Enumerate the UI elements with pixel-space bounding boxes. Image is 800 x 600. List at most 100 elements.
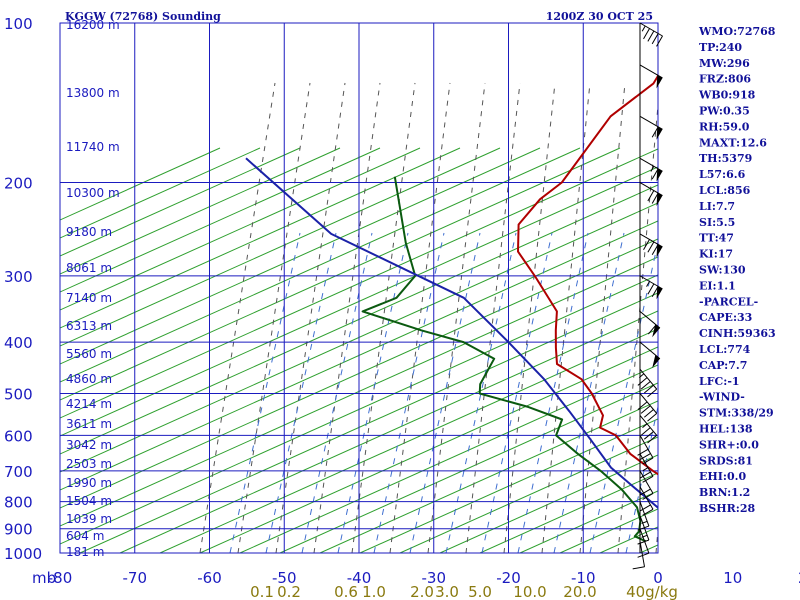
wind-barb [639,233,663,258]
sounding-index: CAPE:33 [699,311,752,324]
dry-adiabat-line [60,147,421,311]
dry-adiabat-line [60,238,658,509]
dry-adiabat-line [439,454,658,553]
sounding-index: BSHR:28 [699,502,755,515]
moist-adiabat-line [199,82,276,553]
height-label: 1504 m [66,494,112,508]
sounding-index: RH:59.0 [699,120,750,133]
mixing-ratio-line [481,232,553,553]
moist-adiabat-line [617,99,658,553]
sounding-index: HEL:138 [699,423,753,436]
dry-adiabat-line [60,147,541,365]
sounding-index: SW:130 [699,264,746,277]
dry-adiabat-line [119,310,658,553]
temperature-tick-label: -30 [422,569,447,587]
dry-adiabat-line [279,382,658,553]
moist-adiabat-line [275,82,346,553]
dry-adiabat-line [60,184,658,455]
pressure-tick-label: 1000 [4,545,42,563]
dry-adiabat-line [60,256,658,527]
height-label: 11740 m [66,140,120,154]
mixing-ratio-line [265,232,337,553]
mixing-ratio-label: 0.1 [250,583,274,600]
height-label: 7140 m [66,291,112,305]
height-label: 2503 m [66,457,112,471]
sounding-index: SHR+:0.0 [699,438,759,451]
temperature-tick-label: -20 [496,569,521,587]
temperature-profile-line [517,73,658,476]
height-label: 604 m [66,529,104,543]
pressure-tick-label: 200 [4,175,33,193]
sounding-index: -PARCEL- [699,295,758,308]
dry-adiabat-line [60,147,301,257]
sounding-profiles [245,73,658,543]
dry-adiabat-line [60,274,658,545]
sounding-index: WMO:72768 [698,25,776,38]
sounding-index: EI:1.1 [699,279,736,292]
sounding-index: -WIND- [699,391,745,404]
sounding-index: TT:47 [699,232,734,245]
wind-barb [639,182,663,206]
moist-adiabat-line [541,82,591,553]
mixing-ratio-line [229,232,301,553]
wind-barb [639,275,663,300]
mixing-ratio-label: 0.2 [277,583,301,600]
wind-barb [639,64,663,89]
pressure-tick-label: 100 [4,15,33,33]
station-title: KGGW (72768) Sounding [65,10,221,23]
dry-adiabat-line [60,147,341,275]
dry-adiabat-line [359,418,658,553]
temperature-tick-label: 0 [653,569,663,587]
wind-barb [637,528,650,558]
pressure-tick-label: 500 [4,385,33,403]
height-label: 6313 m [66,319,112,333]
dry-adiabat-line [559,508,658,553]
temperature-tick-label: -10 [571,569,596,587]
sounding-index: SRDS:81 [699,454,753,467]
dry-adiabat-line [319,400,658,553]
height-label: 1990 m [66,476,112,490]
wind-barb [639,415,658,444]
pressure-tick-label: 300 [4,268,33,286]
sounding-index: TH:5379 [699,152,752,165]
moist-adiabat-line [313,82,381,553]
mixing-ratio-line [553,232,625,553]
mixing-ratio-label: 20.0 [563,583,596,600]
height-label: 1039 m [66,512,112,526]
wind-barb [637,515,650,545]
dry-adiabat-line [60,220,658,491]
dry-adiabat-line [60,147,581,383]
mixing-ratio-line [517,232,589,553]
height-label: 16200 m [66,18,120,32]
dry-adiabat-line [60,147,221,221]
dewpoint-profile-line [361,176,647,543]
mixing-ratio-label: 10.0 [513,583,546,600]
moist-adiabat-line [503,82,556,553]
sounding-time: 1200Z 30 OCT 25 [546,10,653,23]
wind-barb [639,115,663,140]
moist-adiabat-line [237,82,311,553]
height-label: 3611 m [66,417,112,431]
mixing-ratio-label: 0.6 [334,583,358,600]
height-label: 5560 m [66,347,112,361]
pressure-tick-label: 700 [4,463,33,481]
sounding-index: CINH:59363 [699,327,776,340]
sounding-index: MAXT:12.6 [699,136,767,149]
wind-barb [639,470,654,500]
temperature-tick-label: -40 [347,569,372,587]
dry-adiabat-line [519,490,658,553]
sounding-index: PW:0.35 [699,105,750,118]
wind-barb [637,435,654,465]
sounding-index: LCL:774 [699,343,751,356]
sounding-index: CAP:7.7 [699,359,747,372]
sounding-index: KI:17 [699,248,733,261]
height-label: 8061 m [66,261,112,275]
mixing-ratio-line [301,232,373,553]
pressure-unit-label: mb [32,569,56,587]
height-label: 13800 m [66,86,120,100]
moist-adiabat-line [427,82,486,553]
pressure-tick-label: 800 [4,494,33,512]
sounding-index: SI:5.5 [699,216,735,229]
